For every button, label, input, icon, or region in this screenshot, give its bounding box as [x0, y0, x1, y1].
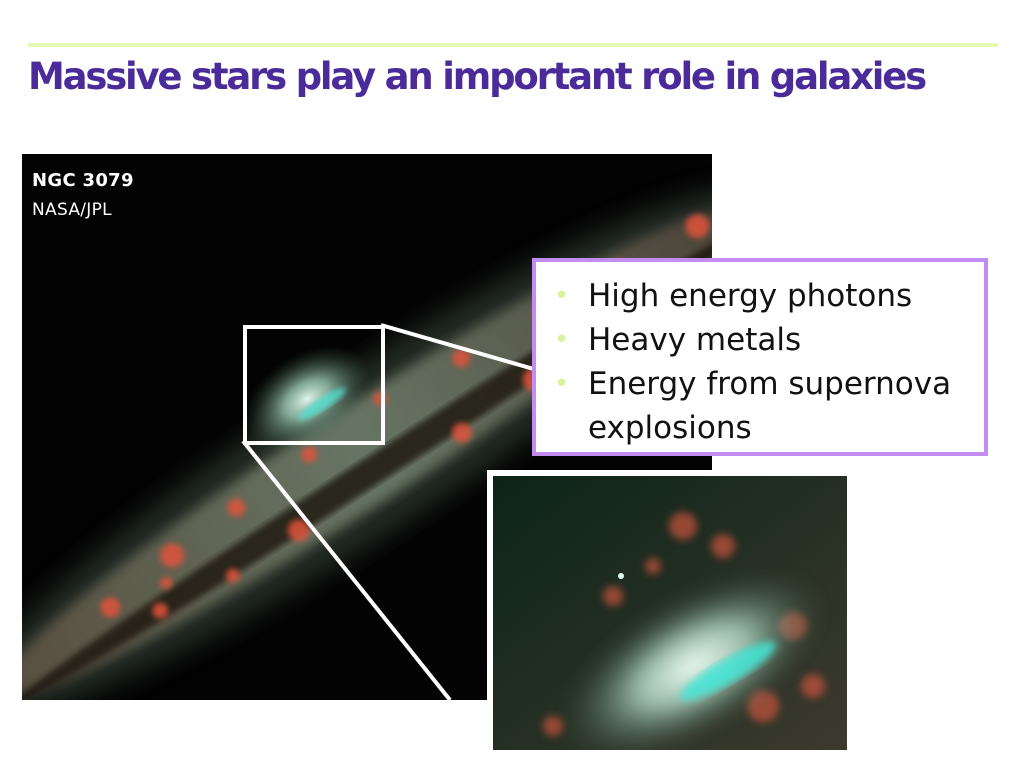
bullet-text: Heavy metals [588, 322, 802, 358]
bullet-dot-icon: • [554, 281, 570, 311]
bullet-list: • High energy photons • Heavy metals • E… [536, 262, 984, 450]
zoom-region-box [243, 325, 385, 445]
bullet-dot-icon: • [554, 325, 570, 355]
slide-title: Massive stars play an important role in … [28, 55, 927, 98]
photo-credit: NASA/JPL [32, 200, 112, 220]
bullet-text: Energy from supernova explosions [588, 366, 952, 446]
bullet-item: • Energy from supernova explosions [554, 362, 984, 450]
zoom-inset-image [493, 476, 847, 750]
zoom-inset [487, 470, 853, 756]
bullet-item: • High energy photons [554, 274, 984, 318]
bullet-dot-icon: • [554, 369, 570, 399]
bullet-item: • Heavy metals [554, 318, 984, 362]
bullet-box: • High energy photons • Heavy metals • E… [532, 258, 988, 456]
title-divider [28, 43, 998, 47]
photo-name: NGC 3079 [32, 170, 134, 191]
bullet-text: High energy photons [588, 278, 913, 314]
zoomed-galaxy-image [493, 476, 847, 750]
